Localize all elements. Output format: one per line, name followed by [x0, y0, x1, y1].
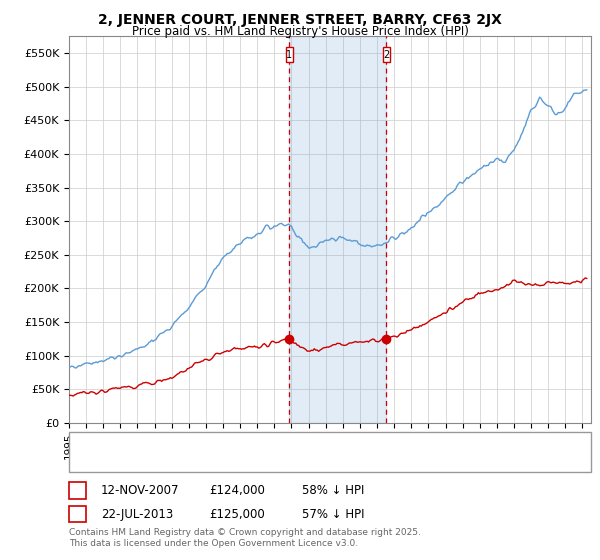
- Text: 57% ↓ HPI: 57% ↓ HPI: [302, 507, 364, 521]
- Text: £125,000: £125,000: [209, 507, 265, 521]
- Text: Price paid vs. HM Land Registry's House Price Index (HPI): Price paid vs. HM Land Registry's House …: [131, 25, 469, 38]
- Text: 12-NOV-2007: 12-NOV-2007: [101, 484, 179, 497]
- Text: 2, JENNER COURT, JENNER STREET, BARRY, CF63 2JX (detached house): 2, JENNER COURT, JENNER STREET, BARRY, C…: [106, 436, 458, 446]
- Text: HPI: Average price, detached house, Vale of Glamorgan: HPI: Average price, detached house, Vale…: [106, 460, 383, 470]
- Text: 22-JUL-2013: 22-JUL-2013: [101, 507, 173, 521]
- Bar: [289, 36, 386, 423]
- Text: 1: 1: [286, 49, 292, 59]
- Text: 2: 2: [383, 49, 389, 59]
- Text: 2: 2: [74, 507, 81, 521]
- Bar: [383, 47, 390, 62]
- Text: 2, JENNER COURT, JENNER STREET, BARRY, CF63 2JX: 2, JENNER COURT, JENNER STREET, BARRY, C…: [98, 13, 502, 27]
- Text: 58% ↓ HPI: 58% ↓ HPI: [302, 484, 364, 497]
- Text: Contains HM Land Registry data © Crown copyright and database right 2025.
This d: Contains HM Land Registry data © Crown c…: [69, 528, 421, 548]
- Text: 1: 1: [74, 484, 81, 497]
- Bar: [286, 47, 293, 62]
- Text: £124,000: £124,000: [209, 484, 265, 497]
